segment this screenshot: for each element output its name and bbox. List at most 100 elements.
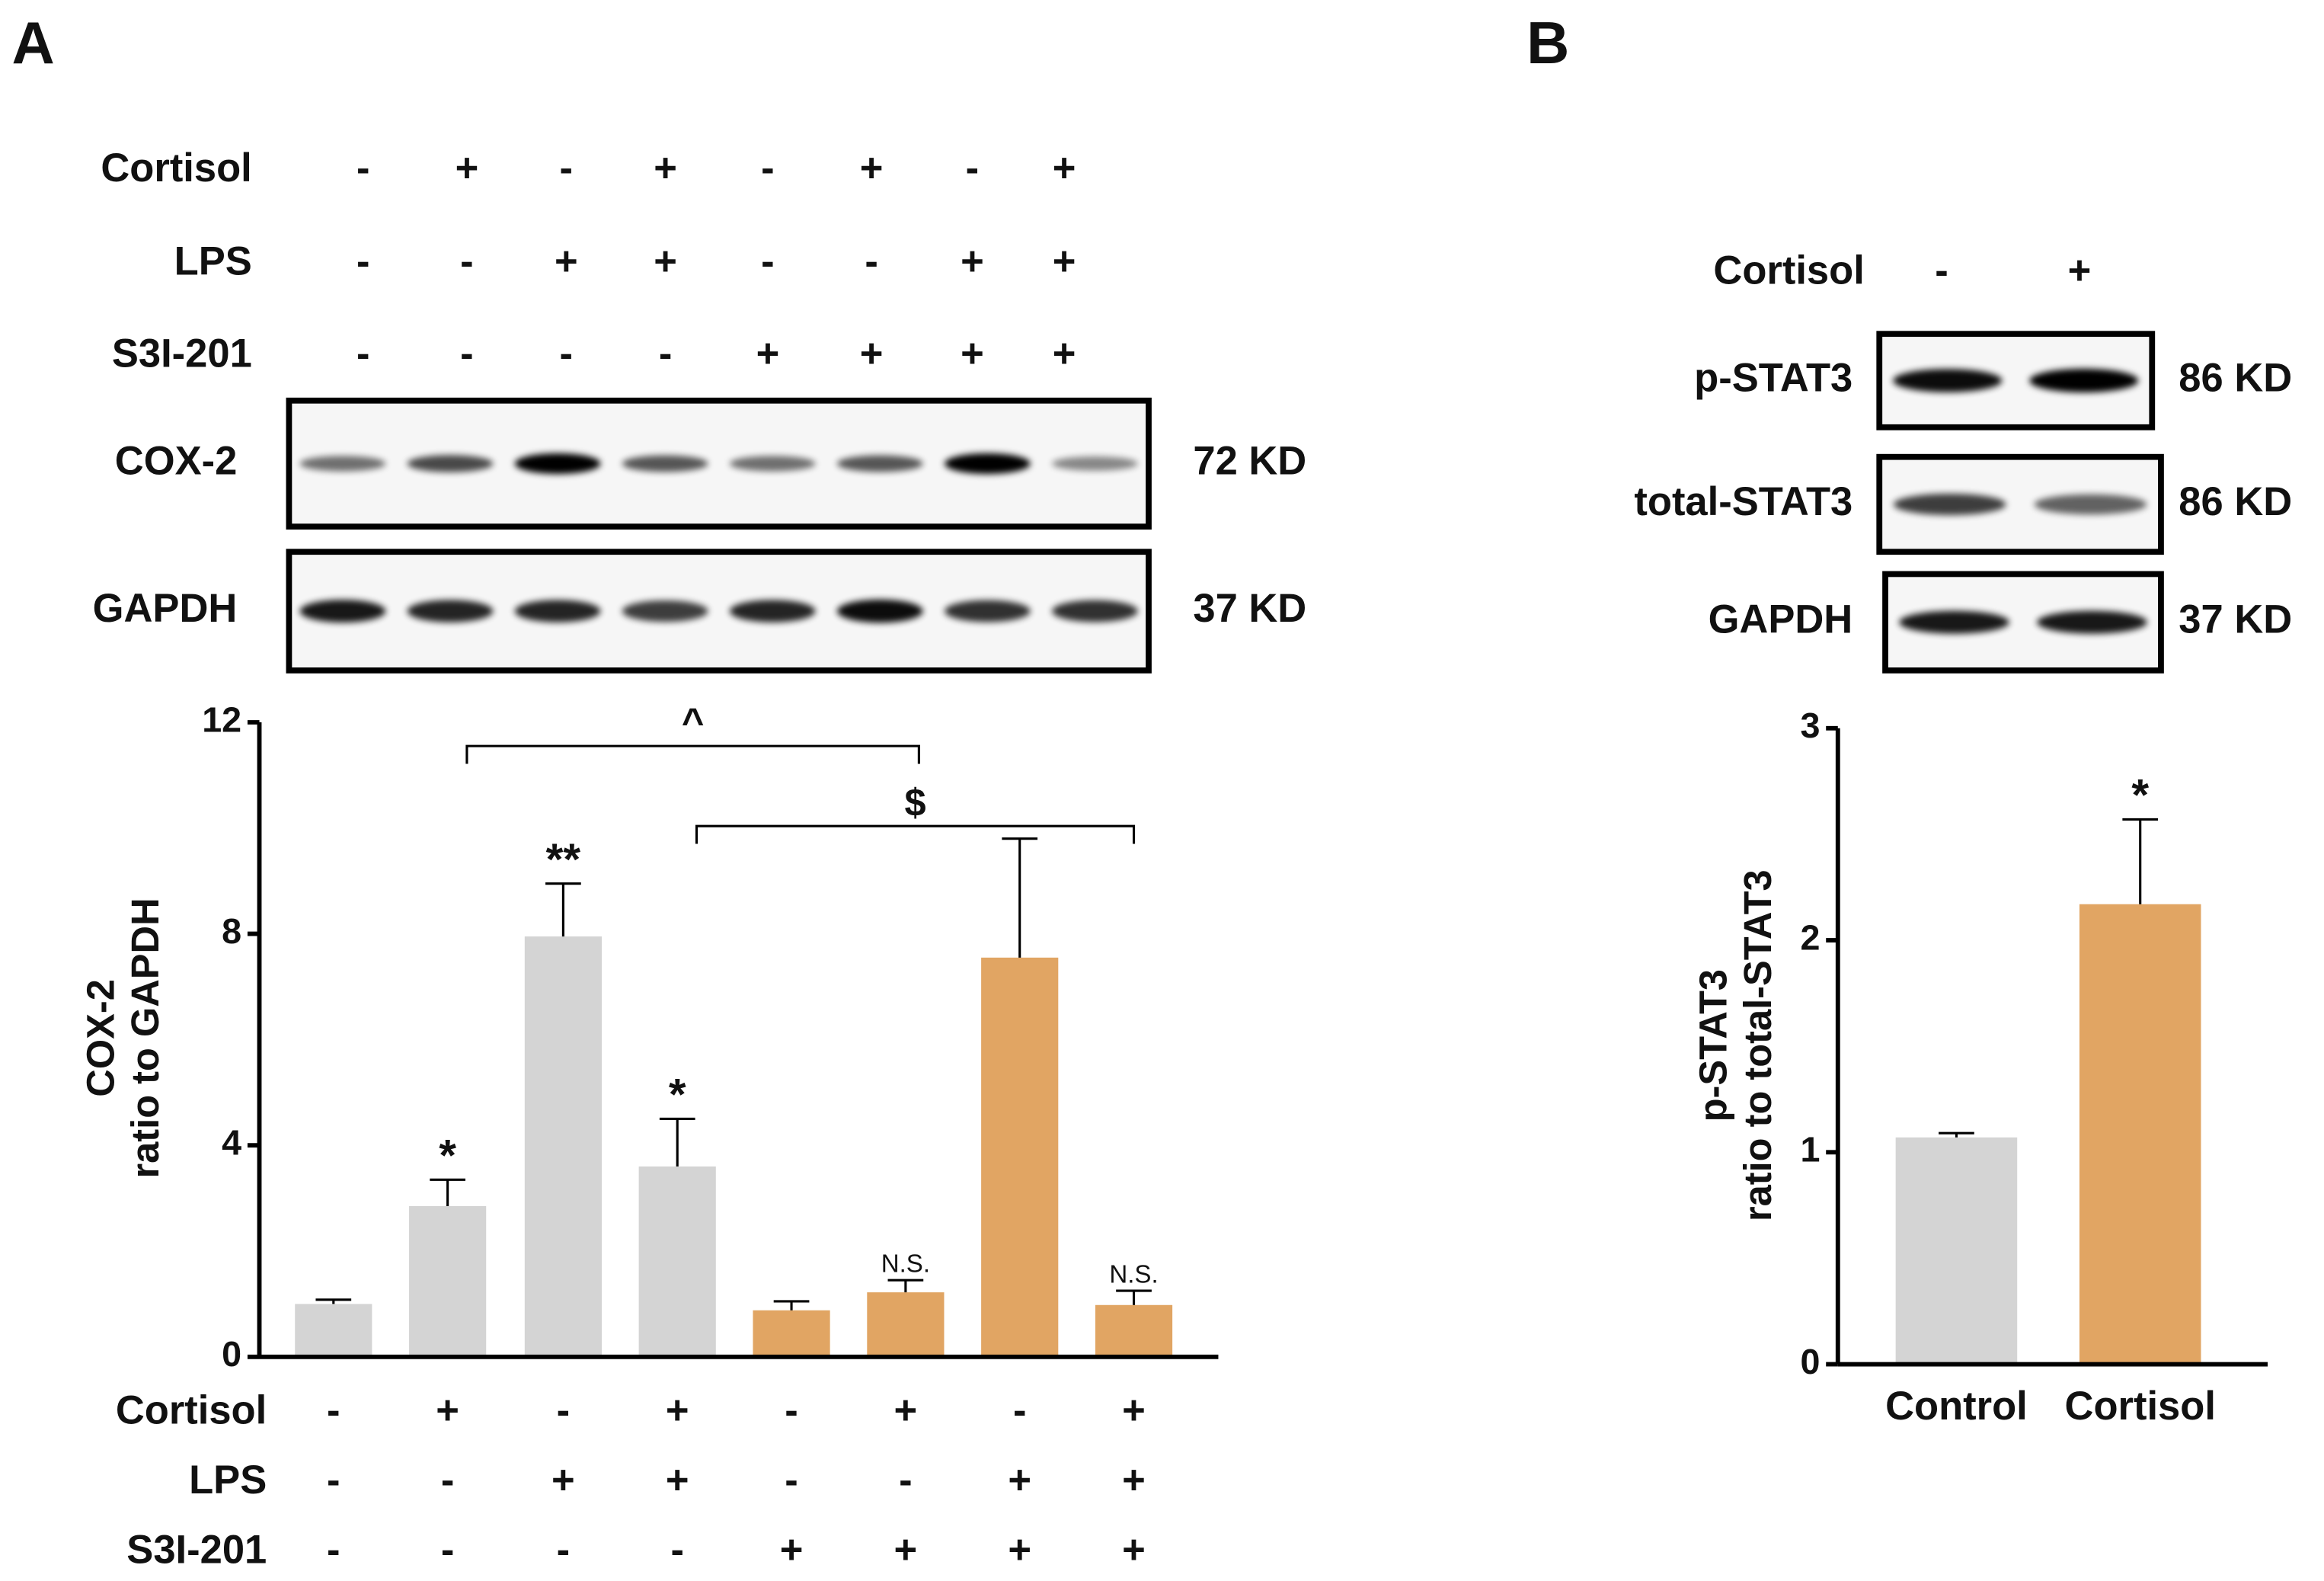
blot-band	[1052, 600, 1138, 622]
y-axis-label: ratio to GAPDH	[123, 898, 167, 1178]
bar	[409, 1206, 487, 1357]
condition-label: S3I-201	[112, 331, 252, 376]
condition-label: LPS	[189, 1458, 267, 1503]
panel-label: B	[1526, 11, 1569, 76]
condition-sign: +	[1122, 1458, 1146, 1503]
blot-band	[514, 600, 601, 622]
error-bar	[1116, 1289, 1152, 1305]
y-axis-label: p-STAT3	[1692, 969, 1735, 1122]
condition-sign: -	[356, 331, 370, 376]
blot-size: 72 KD	[1193, 438, 1306, 483]
blot-band	[1052, 456, 1138, 471]
blot-band	[407, 600, 494, 622]
blot-band	[407, 455, 494, 472]
condition-sign: +	[551, 1458, 575, 1503]
y-tick-label: 4	[222, 1123, 241, 1163]
y-axis-label: COX-2	[79, 979, 123, 1097]
blot-band	[299, 600, 386, 623]
blot-label: GAPDH	[1709, 597, 1853, 642]
significance-label: N.S.	[881, 1250, 930, 1278]
blot-size: 37 KD	[1193, 586, 1306, 631]
x-tick-label: Control	[1885, 1384, 2028, 1429]
condition-sign: -	[761, 239, 775, 284]
condition-sign: +	[436, 1388, 459, 1433]
y-axis-label: ratio to total-STAT3	[1736, 869, 1779, 1221]
condition-sign: +	[1008, 1458, 1031, 1503]
condition-sign: -	[899, 1458, 913, 1503]
y-tick-label: 1	[1800, 1130, 1820, 1170]
significance-label: *	[2131, 771, 2149, 821]
condition-sign: -	[460, 331, 474, 376]
y-tick-label: 0	[1800, 1342, 1820, 1381]
blot-band	[2029, 368, 2139, 393]
error-bar	[1002, 837, 1038, 958]
error-bar	[2122, 818, 2159, 904]
condition-label: LPS	[174, 239, 252, 284]
condition-sign: -	[1935, 248, 1948, 293]
significance-label: *	[669, 1071, 686, 1120]
condition-sign: -	[557, 1528, 571, 1573]
error-bar	[315, 1298, 352, 1304]
bar	[1095, 1304, 1173, 1357]
significance-label: **	[546, 835, 581, 885]
bracket-line	[465, 744, 920, 764]
blot-band	[1893, 369, 2003, 392]
error-bar	[1939, 1131, 1974, 1138]
error-bar	[430, 1178, 465, 1207]
condition-sign: -	[441, 1528, 455, 1573]
condition-sign: +	[1053, 331, 1076, 376]
blot-band	[1899, 610, 2009, 634]
blot-band	[299, 456, 386, 472]
blot-size: 86 KD	[2179, 355, 2292, 400]
y-tick-label: 2	[1800, 917, 1820, 957]
bracket-label: ^	[682, 700, 705, 744]
bar	[753, 1310, 830, 1357]
condition-sign: -	[441, 1458, 455, 1503]
blot-band	[729, 600, 816, 622]
blot-size: 37 KD	[2179, 597, 2292, 642]
condition-sign: -	[785, 1388, 798, 1433]
condition-sign: +	[1053, 239, 1076, 284]
condition-sign: -	[356, 239, 370, 284]
condition-sign: -	[557, 1388, 571, 1433]
condition-sign: +	[654, 239, 677, 284]
condition-sign: +	[2068, 248, 2092, 293]
condition-sign: -	[560, 331, 574, 376]
comparison-bracket: $	[695, 780, 1136, 844]
condition-sign: -	[460, 239, 474, 284]
significance-label: *	[439, 1131, 456, 1180]
condition-sign: +	[961, 331, 984, 376]
condition-sign: +	[1053, 146, 1076, 190]
bar	[867, 1292, 945, 1357]
condition-sign: +	[1008, 1528, 1031, 1573]
condition-sign: -	[560, 146, 574, 190]
condition-sign: +	[860, 146, 884, 190]
bracket-line	[695, 824, 1136, 844]
condition-sign: +	[780, 1528, 804, 1573]
bar	[638, 1166, 716, 1357]
condition-label: Cortisol	[116, 1388, 267, 1433]
condition-sign: -	[356, 146, 370, 190]
blot-band	[2034, 494, 2147, 515]
error-bar	[773, 1300, 810, 1311]
condition-sign: +	[456, 146, 479, 190]
blot-band	[944, 453, 1031, 475]
blot-band	[836, 599, 923, 623]
condition-label: Cortisol	[101, 146, 251, 190]
blot-label: total-STAT3	[1634, 479, 1852, 524]
blot-band	[1893, 493, 2006, 516]
bar	[2079, 904, 2201, 1365]
panel-label: A	[12, 11, 55, 76]
blot-band	[514, 453, 601, 475]
blot-band	[622, 600, 708, 622]
blot-label: GAPDH	[93, 586, 238, 631]
condition-sign: +	[1122, 1388, 1146, 1433]
condition-sign: -	[327, 1388, 340, 1433]
x-tick-label: Cortisol	[2065, 1384, 2216, 1429]
condition-sign: +	[894, 1388, 918, 1433]
condition-sign: -	[966, 146, 980, 190]
blot-size: 86 KD	[2179, 479, 2292, 524]
condition-sign: -	[1013, 1388, 1027, 1433]
blot-band	[729, 456, 816, 472]
